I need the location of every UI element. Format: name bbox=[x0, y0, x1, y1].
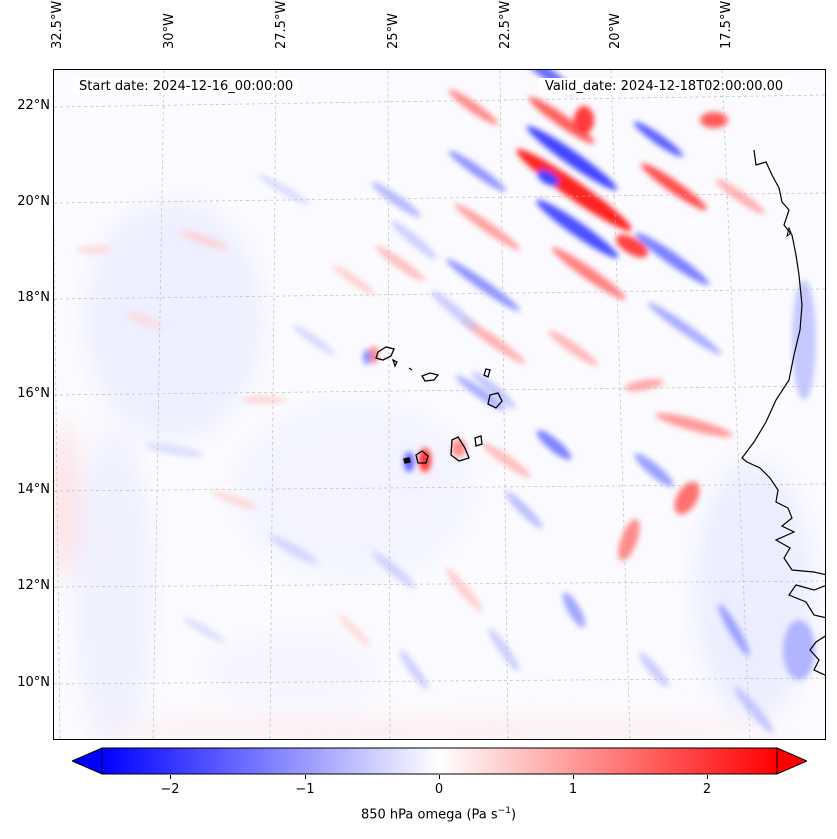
lat-label: 14°N bbox=[17, 482, 50, 497]
lon-label: 25°W bbox=[386, 13, 401, 49]
lon-label: 20°W bbox=[608, 13, 623, 49]
omega-field bbox=[54, 70, 825, 739]
colorbar-tickmark bbox=[439, 775, 440, 779]
start-date-label: Start date: 2024-12-16_00:00:00 bbox=[73, 78, 300, 95]
valid-date-label: Valid_date: 2024-12-18T02:00:00.00 bbox=[539, 78, 790, 95]
colorbar-low-extend bbox=[70, 747, 103, 775]
cape-verde-islands bbox=[375, 346, 503, 464]
map-panel bbox=[53, 69, 826, 740]
colorbar-high-extend bbox=[776, 747, 809, 775]
colorbar-label: 850 hPa omega (Pa s−1) bbox=[360, 806, 517, 823]
lon-label: 17.5°W bbox=[719, 0, 734, 49]
colorbar-tick-label: 2 bbox=[702, 782, 712, 797]
lat-label: 16°N bbox=[17, 386, 50, 401]
lat-label: 12°N bbox=[17, 578, 50, 593]
colorbar-tick-label: 1 bbox=[568, 782, 578, 797]
colorbar-tickmark bbox=[707, 775, 708, 779]
colorbar-tick-label: −2 bbox=[160, 782, 180, 797]
lon-label: 32.5°W bbox=[50, 0, 65, 49]
lon-label: 22.5°W bbox=[498, 0, 513, 49]
lon-label: 27.5°W bbox=[274, 0, 289, 49]
coastal-islet bbox=[786, 226, 792, 238]
coastline bbox=[741, 149, 825, 676]
colorbar bbox=[70, 747, 809, 775]
lon-label: 30°W bbox=[162, 13, 177, 49]
colorbar-tick-label: −1 bbox=[295, 782, 315, 797]
small-cells bbox=[76, 174, 774, 734]
colorbar-tickmark bbox=[170, 775, 171, 779]
colorbar-gradient bbox=[101, 747, 778, 775]
lat-label: 10°N bbox=[17, 675, 50, 690]
lat-label: 20°N bbox=[17, 194, 50, 209]
gridlines bbox=[54, 70, 825, 739]
colorbar-tickmark bbox=[305, 775, 306, 779]
background-field bbox=[54, 200, 814, 739]
lat-label: 22°N bbox=[17, 98, 50, 113]
lat-label: 18°N bbox=[17, 290, 50, 305]
colorbar-tick-label: 0 bbox=[434, 782, 444, 797]
wave-streaks bbox=[371, 70, 816, 680]
colorbar-tickmark bbox=[573, 775, 574, 779]
island-cells bbox=[363, 346, 466, 472]
